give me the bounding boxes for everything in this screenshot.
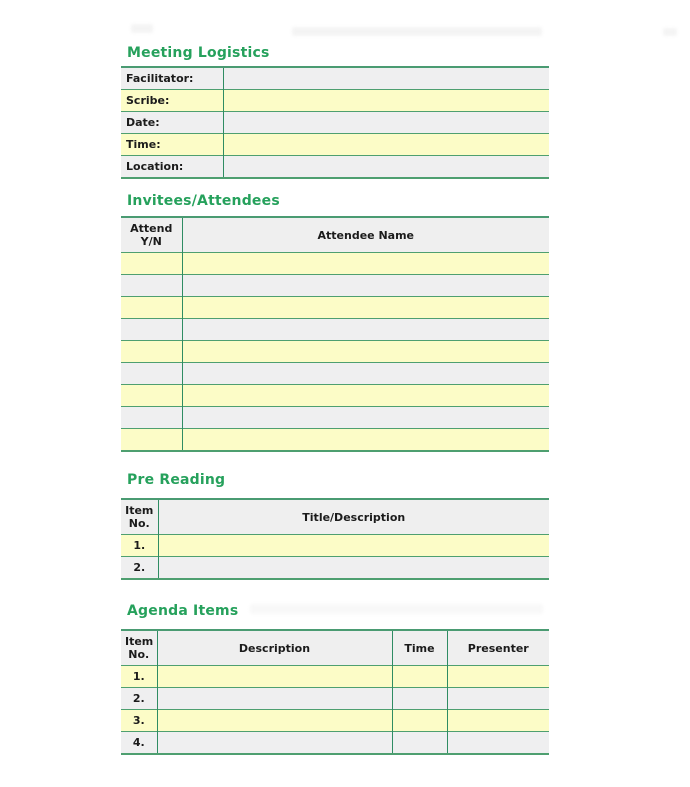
watermark-ghost <box>131 24 153 33</box>
location-label: Location: <box>121 155 224 178</box>
title-description-cell[interactable] <box>158 534 549 557</box>
watermark-ghost <box>663 28 677 36</box>
agenda-row: 1. <box>121 665 549 688</box>
time-label: Time: <box>121 133 224 156</box>
attendee-row <box>121 274 549 297</box>
item-number: 4. <box>121 731 158 754</box>
attendee-name-cell[interactable] <box>182 428 549 451</box>
table-row: Location: <box>121 155 549 178</box>
presenter-cell[interactable] <box>447 687 549 710</box>
table-header-row: Item No. Title/Description <box>121 498 549 535</box>
location-value-cell[interactable] <box>223 155 549 178</box>
watermark-ghost <box>250 604 543 614</box>
scribe-value-cell[interactable] <box>223 89 549 112</box>
time-column-header: Time <box>392 629 448 666</box>
item-number: 2. <box>121 687 158 710</box>
time-cell[interactable] <box>392 687 448 710</box>
agenda-row: 2. <box>121 687 549 710</box>
attendee-row <box>121 428 549 451</box>
section-title-meeting-logistics: Meeting Logistics <box>127 45 270 61</box>
attend-yn-cell[interactable] <box>121 428 183 451</box>
presenter-column-header: Presenter <box>447 629 549 666</box>
attend-yn-cell[interactable] <box>121 274 183 297</box>
item-no-column-header: Item No. <box>121 629 158 666</box>
description-cell[interactable] <box>157 709 393 732</box>
description-cell[interactable] <box>157 731 393 754</box>
attendee-row <box>121 296 549 319</box>
meeting-logistics-table: Facilitator: Scribe: Date: Time: Locatio… <box>121 66 549 179</box>
attendee-name-cell[interactable] <box>182 340 549 363</box>
attend-yn-cell[interactable] <box>121 318 183 341</box>
attend-yn-cell[interactable] <box>121 252 183 275</box>
description-column-header: Description <box>157 629 393 666</box>
attendee-row <box>121 362 549 385</box>
scribe-label: Scribe: <box>121 89 224 112</box>
time-value-cell[interactable] <box>223 133 549 156</box>
attendee-name-cell[interactable] <box>182 318 549 341</box>
pre-reading-row: 2. <box>121 556 549 579</box>
description-cell[interactable] <box>157 665 393 688</box>
pre-reading-row: 1. <box>121 534 549 557</box>
attendee-name-cell[interactable] <box>182 252 549 275</box>
date-label: Date: <box>121 111 224 134</box>
section-title-agenda-items: Agenda Items <box>127 603 239 619</box>
attendee-name-cell[interactable] <box>182 296 549 319</box>
title-description-cell[interactable] <box>158 556 549 579</box>
item-number: 1. <box>121 665 158 688</box>
attendee-name-cell[interactable] <box>182 274 549 297</box>
attendee-name-cell[interactable] <box>182 384 549 407</box>
facilitator-label: Facilitator: <box>121 66 224 90</box>
attend-yn-cell[interactable] <box>121 296 183 319</box>
attendee-name-column-header: Attendee Name <box>182 216 549 253</box>
table-header-row: Attend Y/N Attendee Name <box>121 216 549 253</box>
time-cell[interactable] <box>392 665 448 688</box>
watermark-ghost <box>292 27 542 36</box>
attendee-row <box>121 252 549 275</box>
attendee-row <box>121 384 549 407</box>
time-cell[interactable] <box>392 731 448 754</box>
title-description-column-header: Title/Description <box>158 498 549 535</box>
attendee-name-cell[interactable] <box>182 362 549 385</box>
section-title-invitees-attendees: Invitees/Attendees <box>127 193 280 209</box>
item-no-column-header: Item No. <box>121 498 159 535</box>
attendee-name-cell[interactable] <box>182 406 549 429</box>
agenda-row: 4. <box>121 731 549 754</box>
item-number: 1. <box>121 534 159 557</box>
date-value-cell[interactable] <box>223 111 549 134</box>
table-header-row: Item No. Description Time Presenter <box>121 629 549 666</box>
pre-reading-table: Item No. Title/Description 1. 2. <box>121 498 549 580</box>
table-row: Facilitator: <box>121 66 549 90</box>
table-row: Date: <box>121 111 549 134</box>
attendee-row <box>121 406 549 429</box>
section-title-pre-reading: Pre Reading <box>127 472 226 488</box>
presenter-cell[interactable] <box>447 709 549 732</box>
presenter-cell[interactable] <box>447 665 549 688</box>
description-cell[interactable] <box>157 687 393 710</box>
presenter-cell[interactable] <box>447 731 549 754</box>
attendee-row <box>121 318 549 341</box>
agenda-row: 3. <box>121 709 549 732</box>
invitees-attendees-table: Attend Y/N Attendee Name <box>121 216 549 452</box>
time-cell[interactable] <box>392 709 448 732</box>
item-number: 2. <box>121 556 159 579</box>
attend-yn-cell[interactable] <box>121 384 183 407</box>
attendee-row <box>121 340 549 363</box>
attend-yn-cell[interactable] <box>121 406 183 429</box>
attend-yn-column-header: Attend Y/N <box>121 216 183 253</box>
agenda-items-table: Item No. Description Time Presenter 1. 2… <box>121 629 549 755</box>
item-number: 3. <box>121 709 158 732</box>
facilitator-value-cell[interactable] <box>223 66 549 90</box>
table-row: Scribe: <box>121 89 549 112</box>
attend-yn-cell[interactable] <box>121 362 183 385</box>
attend-yn-cell[interactable] <box>121 340 183 363</box>
table-row: Time: <box>121 133 549 156</box>
